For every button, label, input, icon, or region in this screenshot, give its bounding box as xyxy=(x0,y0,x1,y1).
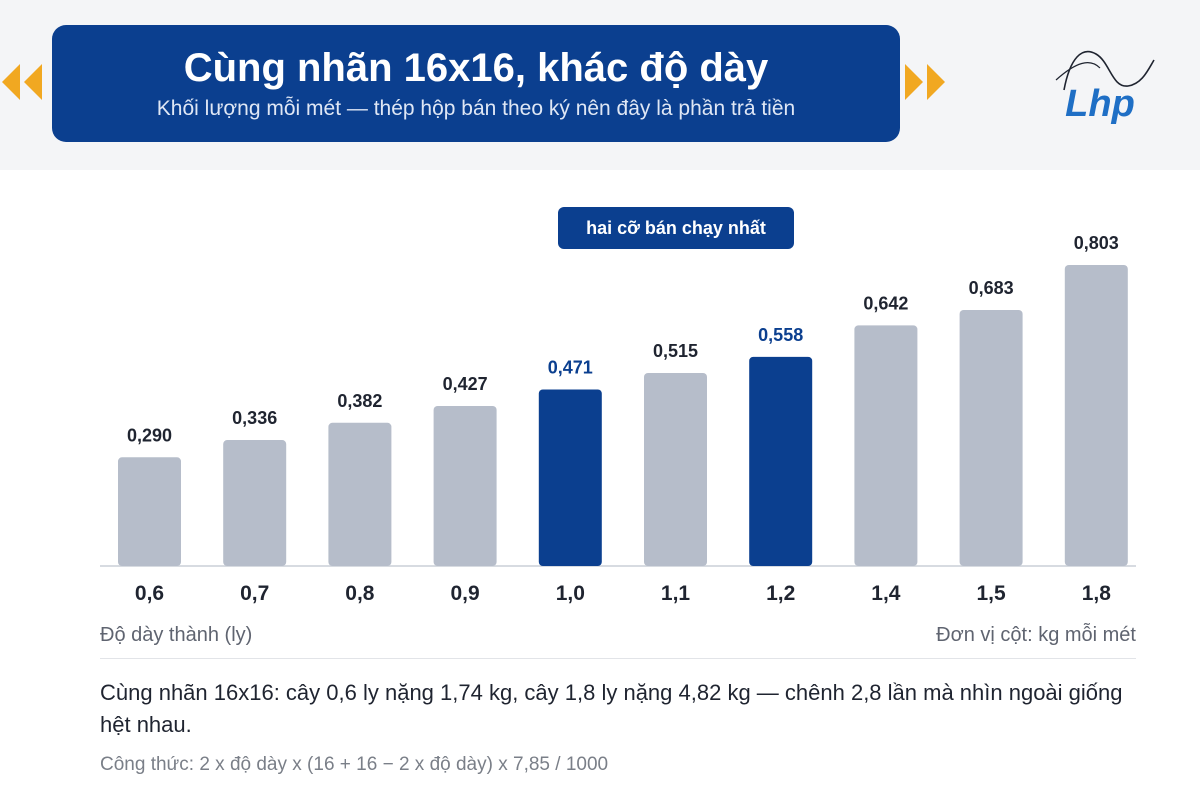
footer-note: Cùng nhãn 16x16: cây 0,6 ly nặng 1,74 kg… xyxy=(100,680,1123,737)
category-label: 1,5 xyxy=(976,582,1006,605)
left-arrows-decoration xyxy=(2,64,46,100)
category-label: 0,7 xyxy=(240,582,269,605)
x-axis-title: Độ dày thành (ly) xyxy=(100,624,253,646)
best-seller-badge: hai cỡ bán chạy nhất xyxy=(558,207,794,249)
right-arrow-icon xyxy=(905,64,923,100)
brand-logo: Lhp xyxy=(1055,50,1155,125)
title-banner: Cùng nhãn 16x16, khác độ dày Khối lượng … xyxy=(52,25,900,142)
bar-0-8 xyxy=(328,422,392,566)
divider xyxy=(100,658,1136,659)
logo-wordmark: Lhp xyxy=(1065,83,1135,125)
bar-0-9 xyxy=(433,405,497,566)
value-label: 0,471 xyxy=(548,357,593,377)
page-subtitle: Khối lượng mỗi mét — thép hộp bán theo k… xyxy=(156,96,796,120)
value-label: 0,336 xyxy=(232,408,277,428)
value-label: 0,515 xyxy=(653,341,698,361)
category-label: 0,9 xyxy=(450,582,479,605)
category-label: 1,8 xyxy=(1082,582,1112,605)
unit-label: Đơn vị cột: kg mỗi mét xyxy=(936,624,1136,646)
page-title: Cùng nhãn 16x16, khác độ dày xyxy=(183,45,769,90)
category-label: 1,2 xyxy=(766,582,795,605)
bar-1-8 xyxy=(1064,265,1128,566)
category-label: 0,6 xyxy=(135,582,164,605)
category-label: 1,4 xyxy=(871,582,901,605)
right-arrow-icon xyxy=(927,64,945,100)
bar-1-4 xyxy=(854,325,918,566)
bar-0-6 xyxy=(118,457,181,566)
value-label: 0,642 xyxy=(863,293,908,313)
bar-1-0 xyxy=(538,389,602,566)
bar-chart: 0,290 0,6 0,336 0,7 0,382 0,8 0,427 0,9 0,471 1,0… xyxy=(100,233,1136,605)
bar-0-7 xyxy=(223,440,287,566)
right-arrows-decoration xyxy=(905,64,949,100)
left-arrow-icon xyxy=(24,64,42,100)
bar-1-5 xyxy=(959,309,1023,566)
bar-group: 0,290 0,6 0,336 0,7 0,382 0,8 0,427 0,9 0,471 1,0… xyxy=(118,233,1128,605)
formula-text: Công thức: 2 x độ dày x (16 + 16 − 2 x đ… xyxy=(100,754,609,775)
category-label: 1,1 xyxy=(661,582,691,605)
category-label: 1,0 xyxy=(556,582,585,605)
value-label: 0,558 xyxy=(758,325,803,345)
left-arrow-icon xyxy=(2,64,20,100)
value-label: 0,683 xyxy=(969,278,1014,298)
bar-1-2 xyxy=(749,356,813,566)
category-label: 0,8 xyxy=(345,582,375,605)
value-label: 0,290 xyxy=(127,425,172,445)
value-label: 0,803 xyxy=(1074,233,1119,253)
bar-1-1 xyxy=(644,372,707,566)
value-label: 0,427 xyxy=(443,374,488,394)
value-label: 0,382 xyxy=(337,391,382,411)
